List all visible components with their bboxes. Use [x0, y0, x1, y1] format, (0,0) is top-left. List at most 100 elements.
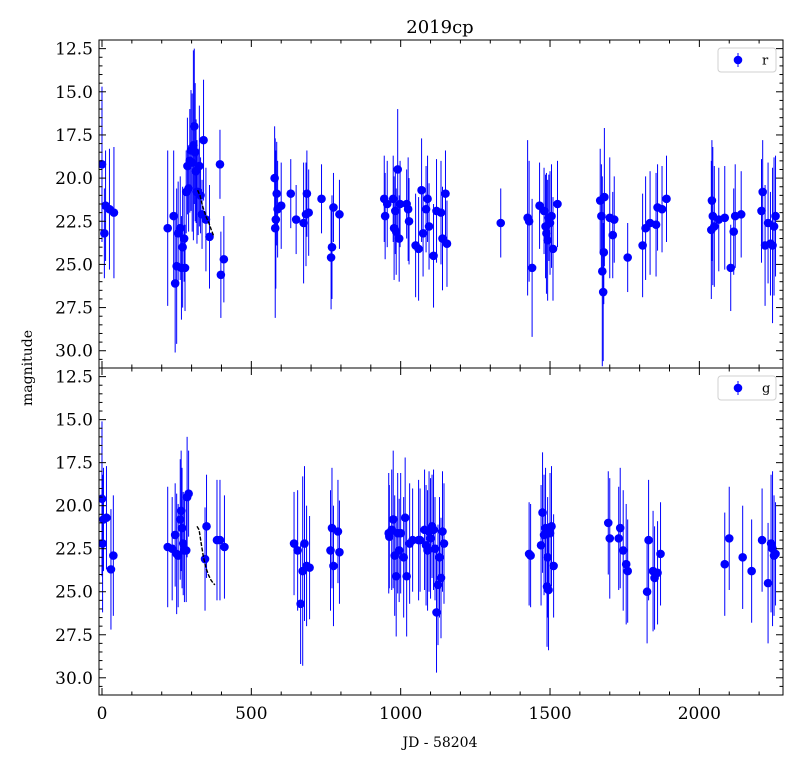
- x-tick-label: 500: [235, 704, 267, 724]
- r-panel-data-point: [597, 267, 607, 276]
- r-panel-data-point: [304, 208, 313, 217]
- r-panel-ytick-label: 25.0: [55, 255, 93, 275]
- x-tick-label: 2000: [678, 704, 721, 724]
- g-panel-data-point: [720, 559, 730, 569]
- r-panel-ytick-label: 17.5: [55, 126, 93, 146]
- g-panel-plot-area: [99, 421, 780, 673]
- r-panel-data-point: [189, 122, 199, 131]
- r-panel-data-point: [771, 211, 780, 221]
- r-panel-data-point: [421, 204, 431, 214]
- g-panel-data-point: [300, 539, 309, 548]
- g-panel-data-point: [178, 539, 188, 548]
- r-panel-ytick-label: 27.5: [55, 299, 93, 319]
- r-panel-data-point: [553, 199, 562, 209]
- r-panel-data-point: [270, 173, 279, 183]
- r-panel-data-point: [178, 242, 187, 252]
- g-panel-data-point: [538, 508, 547, 517]
- r-panel-data-point: [769, 222, 779, 231]
- r-panel-data-point: [189, 141, 198, 150]
- g-panel-data-point: [603, 518, 613, 528]
- g-panel-ytick-label: 22.5: [55, 540, 93, 560]
- g-panel-data-point: [99, 539, 107, 548]
- g-panel-data-point: [102, 513, 111, 523]
- g-panel-data-point: [433, 580, 443, 590]
- r-panel-data-point: [335, 210, 344, 219]
- g-panel-data-point: [757, 535, 767, 545]
- r-panel-data-point: [190, 147, 200, 157]
- g-panel-data-point: [220, 542, 229, 552]
- r-panel-data-point: [271, 215, 281, 224]
- g-panel-data-point: [543, 553, 552, 562]
- g-panel-data-point: [653, 568, 662, 578]
- g-panel-ytick-label: 25.0: [55, 583, 93, 603]
- g-panel-ytick-label: 17.5: [55, 454, 93, 474]
- g-panel-data-point: [415, 535, 425, 545]
- r-panel-data-point: [662, 194, 671, 204]
- r-panel-data-point: [423, 194, 432, 204]
- r-panel-data-point: [391, 206, 400, 216]
- r-panel-data-point: [391, 227, 401, 236]
- x-axis-title: JD - 58204: [400, 735, 477, 751]
- r-panel-legend-marker: [733, 55, 743, 65]
- r-panel-data-point: [623, 253, 632, 262]
- r-panel-data-point: [380, 211, 390, 221]
- g-panel-data-point: [547, 522, 556, 531]
- g-panel-legend-label: g: [762, 382, 770, 397]
- r-panel-data-point: [599, 248, 609, 257]
- r-panel-data-point: [393, 165, 402, 174]
- r-panel-data-point: [657, 204, 667, 214]
- g-panel-data-point: [329, 561, 338, 571]
- r-panel-data-point: [539, 206, 549, 216]
- g-panel-data-point: [289, 539, 299, 548]
- g-panel-data-point: [170, 530, 180, 540]
- r-panel-data-point: [169, 211, 178, 221]
- g-panel-data-point: [109, 551, 118, 560]
- g-panel-data-point: [526, 551, 535, 560]
- r-panel-data-point: [436, 208, 446, 217]
- g-panel-data-point: [177, 523, 187, 533]
- g-panel-data-point: [545, 528, 555, 538]
- g-panel-data-point: [623, 566, 632, 576]
- x-tick-label: 1500: [528, 704, 571, 724]
- g-panel-data-point: [436, 573, 446, 583]
- r-panel-ytick-label: 30.0: [55, 342, 93, 362]
- r-panel-data-point: [543, 235, 552, 245]
- g-panel-data-point: [385, 532, 394, 541]
- g-panel-data-point: [435, 553, 444, 562]
- r-panel-data-point: [327, 242, 337, 252]
- r-panel-data-point: [179, 234, 189, 243]
- r-panel-model-curve: [196, 189, 215, 238]
- r-panel-data-point: [317, 194, 326, 204]
- r-panel-legend: r: [717, 47, 777, 73]
- r-panel-legend-label: r: [762, 54, 769, 69]
- r-panel-data-point: [429, 251, 438, 261]
- g-panel-data-point: [326, 546, 335, 555]
- g-panel-data-point: [536, 540, 546, 550]
- r-panel-data-point: [726, 263, 736, 273]
- g-panel-data-point: [400, 513, 410, 523]
- r-panel-data-point: [545, 218, 555, 228]
- r-panel-data-point: [414, 244, 423, 254]
- r-panel-data-point: [707, 196, 717, 205]
- g-panel-data-point: [388, 515, 398, 524]
- g-panel-data-point: [549, 561, 558, 571]
- r-panel-data-point: [175, 223, 185, 233]
- g-panel-ytick-label: 15.0: [55, 411, 93, 431]
- g-panel-data-point: [438, 527, 447, 536]
- g-panel-data-point: [618, 546, 628, 555]
- g-panel-data-point: [423, 546, 432, 555]
- g-panel-legend-marker: [733, 383, 743, 393]
- g-panel-ytick-label: 30.0: [55, 669, 93, 689]
- g-panel-data-point: [296, 599, 305, 609]
- g-panel-legend: g: [717, 375, 777, 401]
- g-panel-data-point: [391, 571, 401, 581]
- r-panel-data-point: [100, 229, 109, 238]
- chart-title: 2019cp: [406, 17, 473, 38]
- r-panel-data-point: [302, 189, 312, 198]
- x-tick-label: 1000: [379, 704, 422, 724]
- r-panel-ytick-label: 22.5: [55, 212, 93, 232]
- r-panel-data-point: [195, 161, 204, 171]
- r-panel-data-point: [600, 192, 609, 202]
- g-panel-data-point: [644, 535, 653, 545]
- r-panel-data-point: [219, 254, 229, 264]
